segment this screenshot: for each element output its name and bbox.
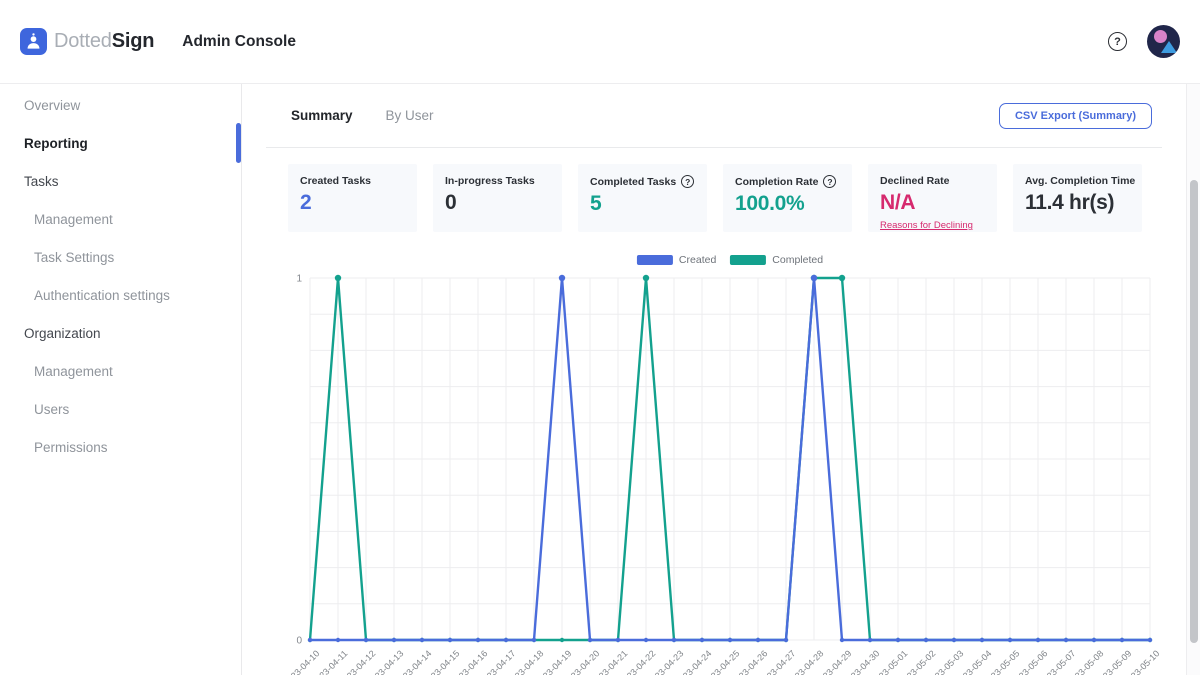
reasons-for-declining-link[interactable]: Reasons for Declining (880, 220, 973, 231)
sidebar-item-management-3[interactable]: Management (0, 200, 241, 238)
stat-card-label: Completion Rate (735, 175, 819, 188)
legend-label: Created (678, 254, 717, 266)
avatar-dot-shape (1154, 30, 1167, 43)
sidebar-item-reporting-1[interactable]: Reporting (0, 123, 241, 163)
tab-by-user[interactable]: By User (385, 108, 434, 123)
vertical-scrollbar[interactable] (1186, 84, 1200, 675)
sidebar-item-label: Tasks (24, 173, 59, 189)
svg-text:2023-04-10: 2023-04-10 (290, 648, 321, 675)
page-title: Admin Console (182, 32, 296, 50)
svg-text:0: 0 (296, 636, 302, 647)
legend-item-completed[interactable]: Completed (730, 254, 823, 266)
stat-card-in-progress-tasks: In-progress Tasks 0 (433, 164, 562, 232)
stat-card-avg-completion-time: Avg. Completion Time 11.4 hr(s) (1013, 164, 1142, 232)
stat-card-value: N/A (880, 191, 916, 214)
stat-card-label: In-progress Tasks (445, 175, 535, 187)
question-mark-icon[interactable]: ? (823, 175, 837, 188)
sidebar-item-overview-0[interactable]: Overview (0, 86, 241, 124)
stat-card-value: 5 (590, 192, 602, 215)
chart-area: Created Completed 1 0 2023-04-10 2023-04-11 2… (290, 250, 1190, 675)
avatar-triangle-shape (1161, 41, 1177, 53)
stat-card-value: 100.0% (735, 192, 805, 215)
legend-item-created[interactable]: Created (636, 254, 717, 266)
scrollbar-thumb[interactable] (1189, 180, 1198, 643)
sidebar-item-organization-6[interactable]: Organization (0, 314, 241, 352)
sidebar-item-label: Overview (24, 97, 81, 113)
brand-name-suffix: Sign (111, 30, 155, 52)
stat-card-value: 2 (300, 191, 312, 214)
sidebar-item-authentication-settings-5[interactable]: Authentication settings (0, 276, 241, 314)
stat-card-completed-tasks: Completed Tasks? 5 (578, 164, 707, 232)
legend-label: Completed (772, 254, 824, 266)
header: Dotted Sign Admin Console ? (0, 0, 1200, 84)
sidebar-item-label: Management (34, 363, 113, 379)
stat-card-label: Declined Rate (880, 175, 950, 187)
svg-text:1: 1 (296, 274, 302, 285)
chart-legend: Created Completed (636, 254, 823, 266)
stat-card-value: 11.4 hr(s) (1025, 191, 1115, 214)
stat-card-label: Completed Tasks (590, 175, 677, 188)
sidebar-item-permissions-9[interactable]: Permissions (0, 428, 241, 466)
sidebar-item-label: Users (34, 401, 70, 417)
active-item-indicator (236, 123, 241, 163)
help-icon[interactable]: ? (1108, 32, 1127, 51)
sidebar-item-label: Task Settings (34, 249, 115, 265)
header-actions: ? (1108, 25, 1200, 58)
user-avatar[interactable] (1147, 25, 1180, 58)
stat-card-completion-rate: Completion Rate? 100.0% (723, 164, 852, 232)
stat-card-created-tasks: Created Tasks 2 (288, 164, 417, 232)
question-mark-icon[interactable]: ? (681, 175, 695, 188)
sidebar-item-label: Management (34, 211, 113, 227)
main-content: Summary By User CSV Export (Summary) Cre… (242, 84, 1186, 675)
legend-swatch-completed (730, 255, 767, 265)
summary-chart: 102023-04-102023-04-112023-04-122023-04-… (290, 274, 1161, 675)
tabs: Summary By User (291, 108, 434, 123)
sidebar-item-management-7[interactable]: Management (0, 352, 241, 390)
brand-logo[interactable]: Dotted Sign (20, 28, 154, 55)
legend-swatch-created (636, 255, 673, 265)
tab-bar: Summary By User CSV Export (Summary) (266, 84, 1162, 148)
sidebar-item-label: Organization (24, 325, 101, 341)
sidebar-item-task-settings-4[interactable]: Task Settings (0, 238, 241, 276)
brand-name-prefix: Dotted (54, 30, 112, 52)
dottedsign-logo-icon (20, 28, 47, 55)
sidebar-item-label: Permissions (34, 439, 108, 455)
tab-summary[interactable]: Summary (291, 108, 353, 123)
sidebar-item-label: Authentication settings (34, 287, 170, 303)
sidebar-item-tasks-2[interactable]: Tasks (0, 162, 241, 200)
sidebar-item-label: Reporting (24, 135, 88, 151)
stat-card-label: Avg. Completion Time (1025, 175, 1136, 187)
stat-card-label: Created Tasks (300, 175, 372, 187)
sidebar-item-users-8[interactable]: Users (0, 390, 241, 428)
sidebar-nav: Overview Reporting Tasks Management Task Set… (0, 84, 242, 675)
stat-card-declined-rate: Declined Rate N/A Reasons for Declining (868, 164, 997, 232)
csv-export-button[interactable]: CSV Export (Summary) (998, 102, 1152, 129)
stat-card-value: 0 (445, 191, 457, 214)
stats-cards: Created Tasks 2 In-progress Tasks 0 Complete… (288, 164, 1186, 232)
